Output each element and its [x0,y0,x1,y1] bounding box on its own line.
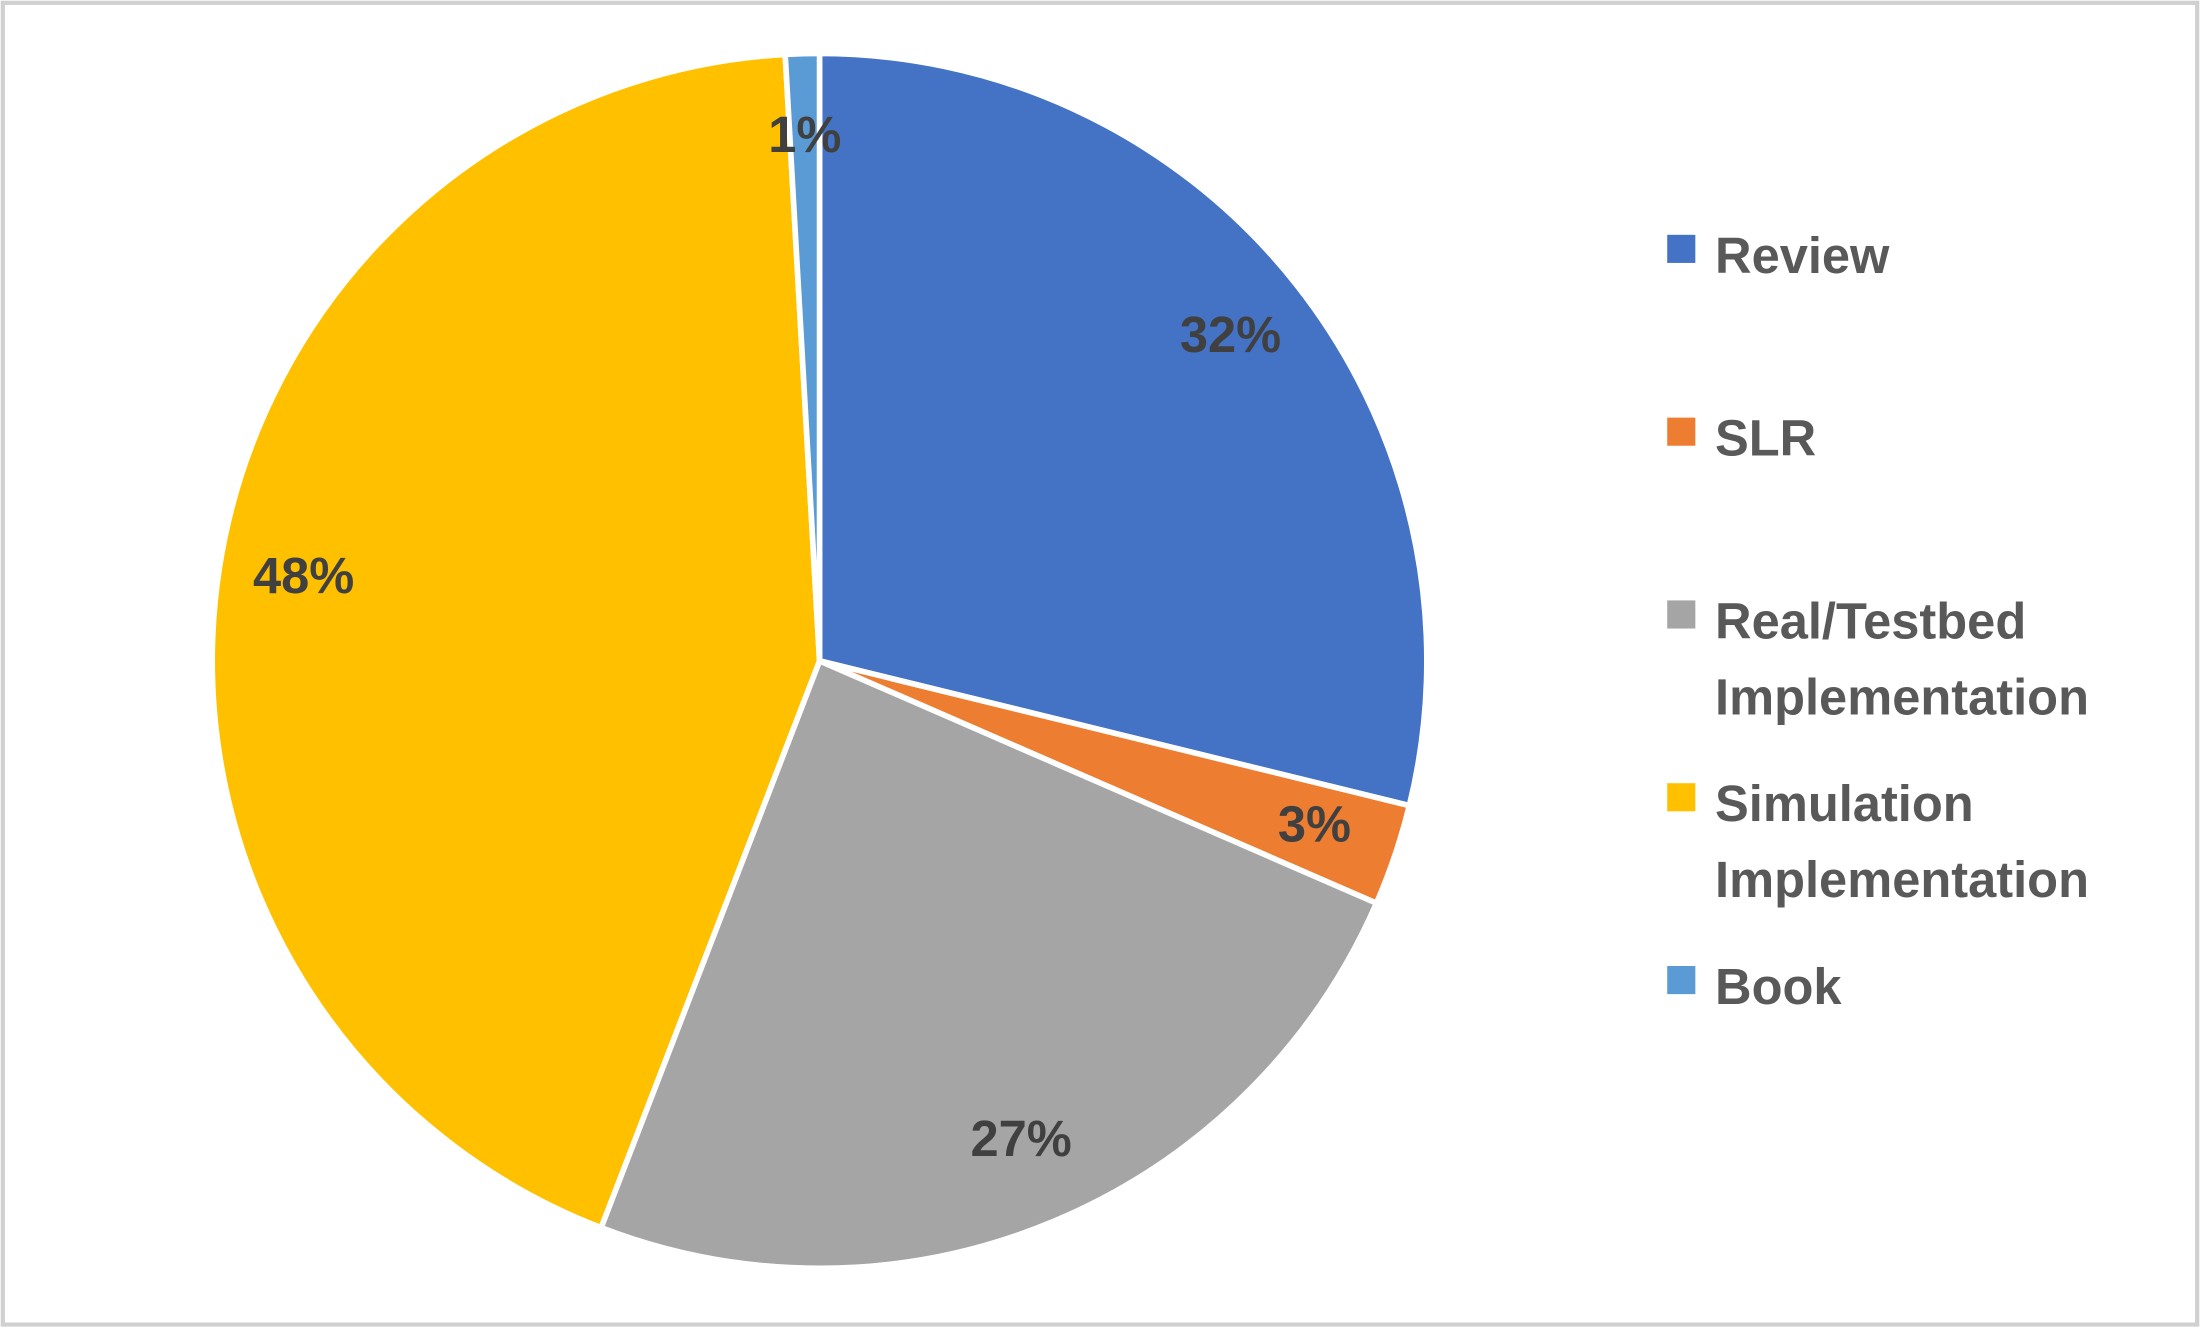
data-label: 32% [1180,306,1281,363]
pie-slice [816,50,1430,810]
legend-label: SLR [1715,409,1817,467]
legend-swatch [1667,783,1696,812]
legend-box: Review SLR Real/Testbed Implementation Simu… [1659,218,2200,1118]
data-label: 48% [253,547,354,604]
legend-item: Simulation Implementation [1659,766,2165,918]
data-label: 1% [768,106,841,163]
pie-slice [597,657,1381,1272]
legend: Review SLR Real/Testbed Implementation Simu… [1659,218,2200,1118]
legend-item: Real/Testbed Implementation [1659,584,2165,736]
legend-item: Review [1659,218,2165,294]
legend-label: Book [1715,957,1842,1016]
legend-label: Review [1715,226,1890,285]
legend-swatch [1667,234,1696,263]
legend-label: Simulation Implementation [1715,774,2089,909]
legend-swatch [1667,966,1696,995]
pie-slice [209,51,823,1232]
pie-slice [782,50,823,662]
data-label: 27% [970,1110,1071,1167]
legend-label: Real/Testbed Implementation [1715,591,2089,726]
legend-swatch [1667,600,1696,629]
legend-swatch [1667,417,1696,446]
data-label: 3% [1278,795,1351,852]
legend-item: Book [1659,949,2165,1025]
legend-item: SLR [1659,401,2165,477]
